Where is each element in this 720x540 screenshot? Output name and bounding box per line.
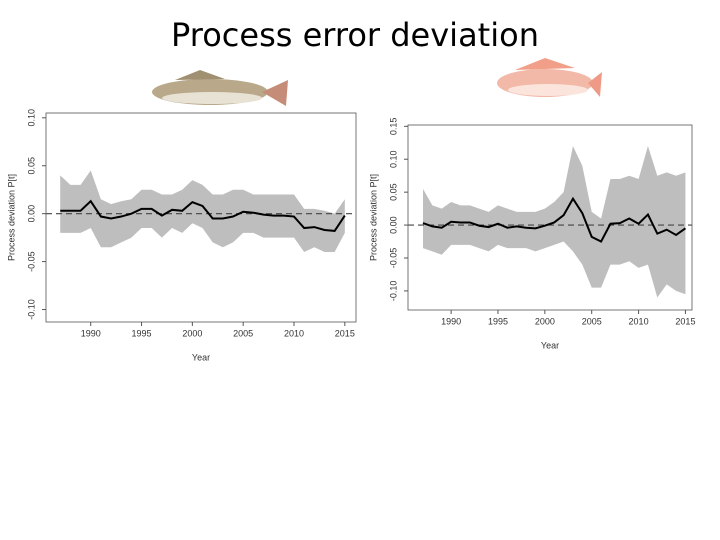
y-axis-label: Process deviation P[t]: [368, 174, 378, 261]
y-tick-label: 0.05: [388, 183, 398, 201]
chart: 1990 1995 2000 2005 2010 2015 -0.10 -0.05 0.00 0.…: [368, 118, 695, 351]
x-tick-label: 1990: [441, 316, 461, 326]
chart: 1990 1995 2000 2005 2010 2015 -0.10 -0.05 0.00 0.…: [6, 109, 357, 362]
y-tick-label: -0.05: [26, 251, 36, 272]
x-tick-label: 1995: [132, 328, 152, 338]
y-tick-label: 0.00: [388, 216, 398, 234]
x-tick-label: 2015: [675, 316, 695, 326]
y-tick-label: 0.05: [26, 157, 36, 175]
x-tick-label: 2010: [284, 328, 304, 338]
x-axis-label: Year: [541, 340, 559, 350]
x-tick-label: 1990: [81, 328, 101, 338]
x-tick-label: 2000: [182, 328, 202, 338]
x-tick-label: 2015: [335, 328, 355, 338]
y-tick-label: 0.15: [388, 118, 398, 136]
slide-title: Process error deviation: [171, 16, 539, 54]
y-tick-label: 0.10: [388, 150, 398, 168]
fish-left: [152, 70, 288, 106]
fish-belly: [508, 84, 588, 96]
series-line: [422, 196, 687, 243]
y-axis-label: Process deviation P[t]: [6, 174, 16, 261]
x-axis-label: Year: [192, 352, 210, 362]
fish-fin: [515, 58, 575, 70]
fish-fin: [175, 70, 225, 80]
x-tick-label: 1995: [488, 316, 508, 326]
fish-right: [497, 58, 602, 97]
x-tick-label: 2005: [233, 328, 253, 338]
y-tick-label: 0.00: [26, 205, 36, 223]
x-tick-label: 2005: [582, 316, 602, 326]
plot-frame: [407, 124, 693, 311]
y-tick-label: -0.05: [388, 248, 398, 269]
y-tick-label: 0.10: [26, 109, 36, 127]
fish-belly: [162, 92, 262, 104]
x-tick-label: 2000: [535, 316, 555, 326]
x-tick-label: 2010: [629, 316, 649, 326]
series-line: [60, 199, 346, 232]
confidence-band: [60, 170, 345, 253]
fish-tail: [588, 72, 602, 97]
fish-tail: [262, 80, 288, 106]
y-tick-label: -0.10: [388, 281, 398, 302]
y-tick-label: -0.10: [26, 299, 36, 320]
plot-frame: [45, 112, 357, 323]
